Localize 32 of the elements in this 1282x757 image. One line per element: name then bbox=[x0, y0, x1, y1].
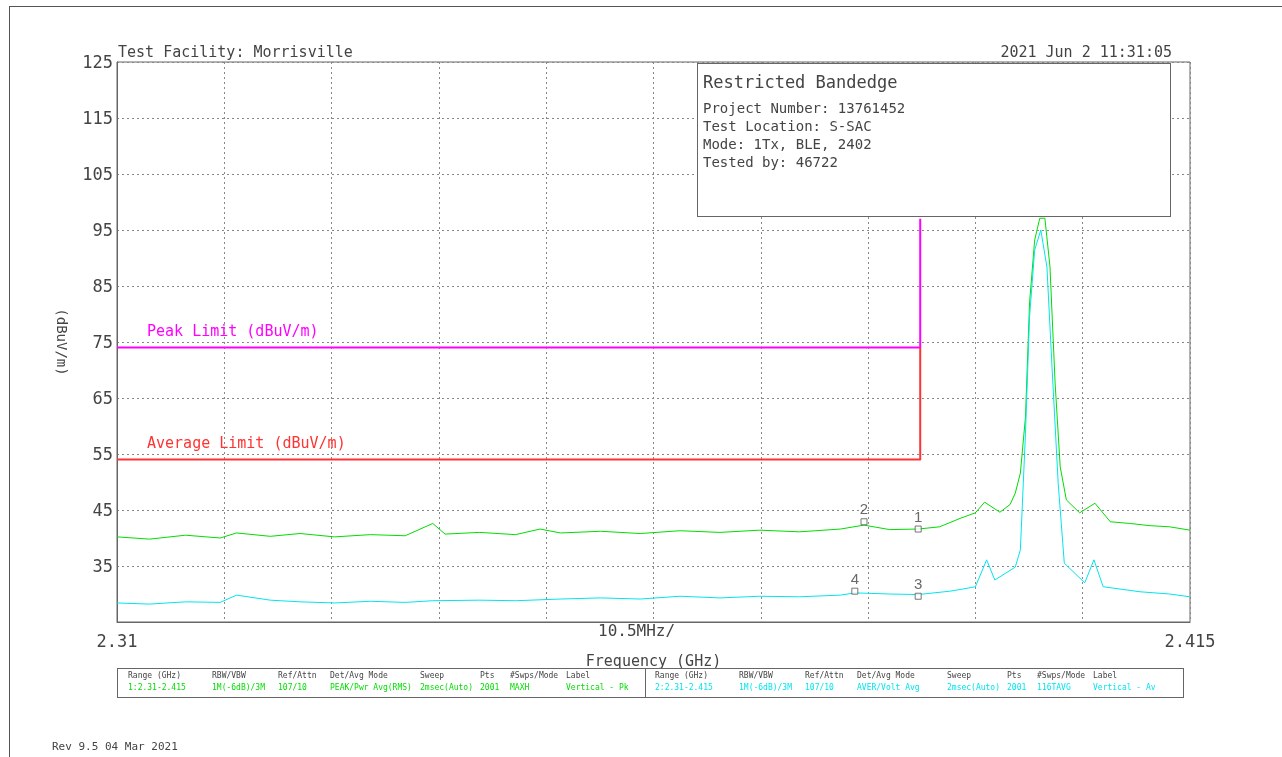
annotation: 3 bbox=[914, 574, 923, 592]
annotation: Project Number: 13761452 bbox=[703, 100, 906, 116]
y-tick-label: 85 bbox=[92, 276, 113, 296]
annotation: 1 bbox=[914, 507, 923, 525]
line-series bbox=[116, 229, 1191, 605]
annotation: 2 bbox=[859, 500, 869, 518]
series-label: Average Limit (dBuV/m) bbox=[147, 434, 346, 453]
y-tick-label: 125 bbox=[82, 52, 113, 72]
annotation: Tested by: 46722 bbox=[703, 154, 838, 170]
y-tick-label: 115 bbox=[82, 108, 113, 128]
y-tick-label: 65 bbox=[92, 388, 113, 408]
x-tick-label: 2.31 bbox=[96, 630, 138, 651]
text: Rev 9.5 04 Mar 2021 bbox=[52, 740, 178, 753]
y-tick-label: 105 bbox=[82, 164, 113, 184]
chart-title: Restricted Bandedge bbox=[703, 72, 898, 92]
text: Test Facility: Morrisville bbox=[118, 43, 353, 61]
y-tick-label: 55 bbox=[92, 444, 113, 464]
annotation: Test Location: S-SAC bbox=[703, 118, 872, 134]
x-tick-label: 2.415 bbox=[1164, 630, 1216, 651]
y-tick-label: 45 bbox=[92, 500, 113, 520]
settings-table: Range (GHz) RBW/VBW Ref/Attn Det/Avg Mode Sweep Pts #Swps/Mode Label 1:2.31-2.415 1M(-6dB)/3M 107/10 PEAK/Pwr Avg(RMS) 2msec(Auto) 2001 MAXH Vertical - Pk Range (GHz) RBW/VBW Ref/Attn Det/Avg Mode Sweep Pts #Swps/Mode Label 2:2.31-2.415 1M(-6dB)/3M 107/10 AVER/Volt Avg 2msec(Auto) 2001 116TAVG Vertical - Av bbox=[117, 668, 1184, 698]
x-axis-title: Frequency (GHz) bbox=[585, 652, 722, 671]
annotation: 10.5MHz/ bbox=[598, 621, 676, 640]
text: 2021 Jun 2 11:31:05 bbox=[1000, 43, 1172, 61]
y-tick-label: 95 bbox=[92, 220, 113, 240]
annotation: Mode: 1Tx, BLE, 2402 bbox=[703, 136, 872, 152]
series-label: Peak Limit (dBuV/m) bbox=[147, 322, 319, 341]
y-tick-label: 35 bbox=[92, 556, 113, 576]
line-series bbox=[116, 217, 1191, 540]
y-tick-label: 75 bbox=[92, 332, 113, 352]
y-axis-title: (dBuV/m) bbox=[54, 308, 70, 376]
annotation: 4 bbox=[850, 569, 859, 587]
